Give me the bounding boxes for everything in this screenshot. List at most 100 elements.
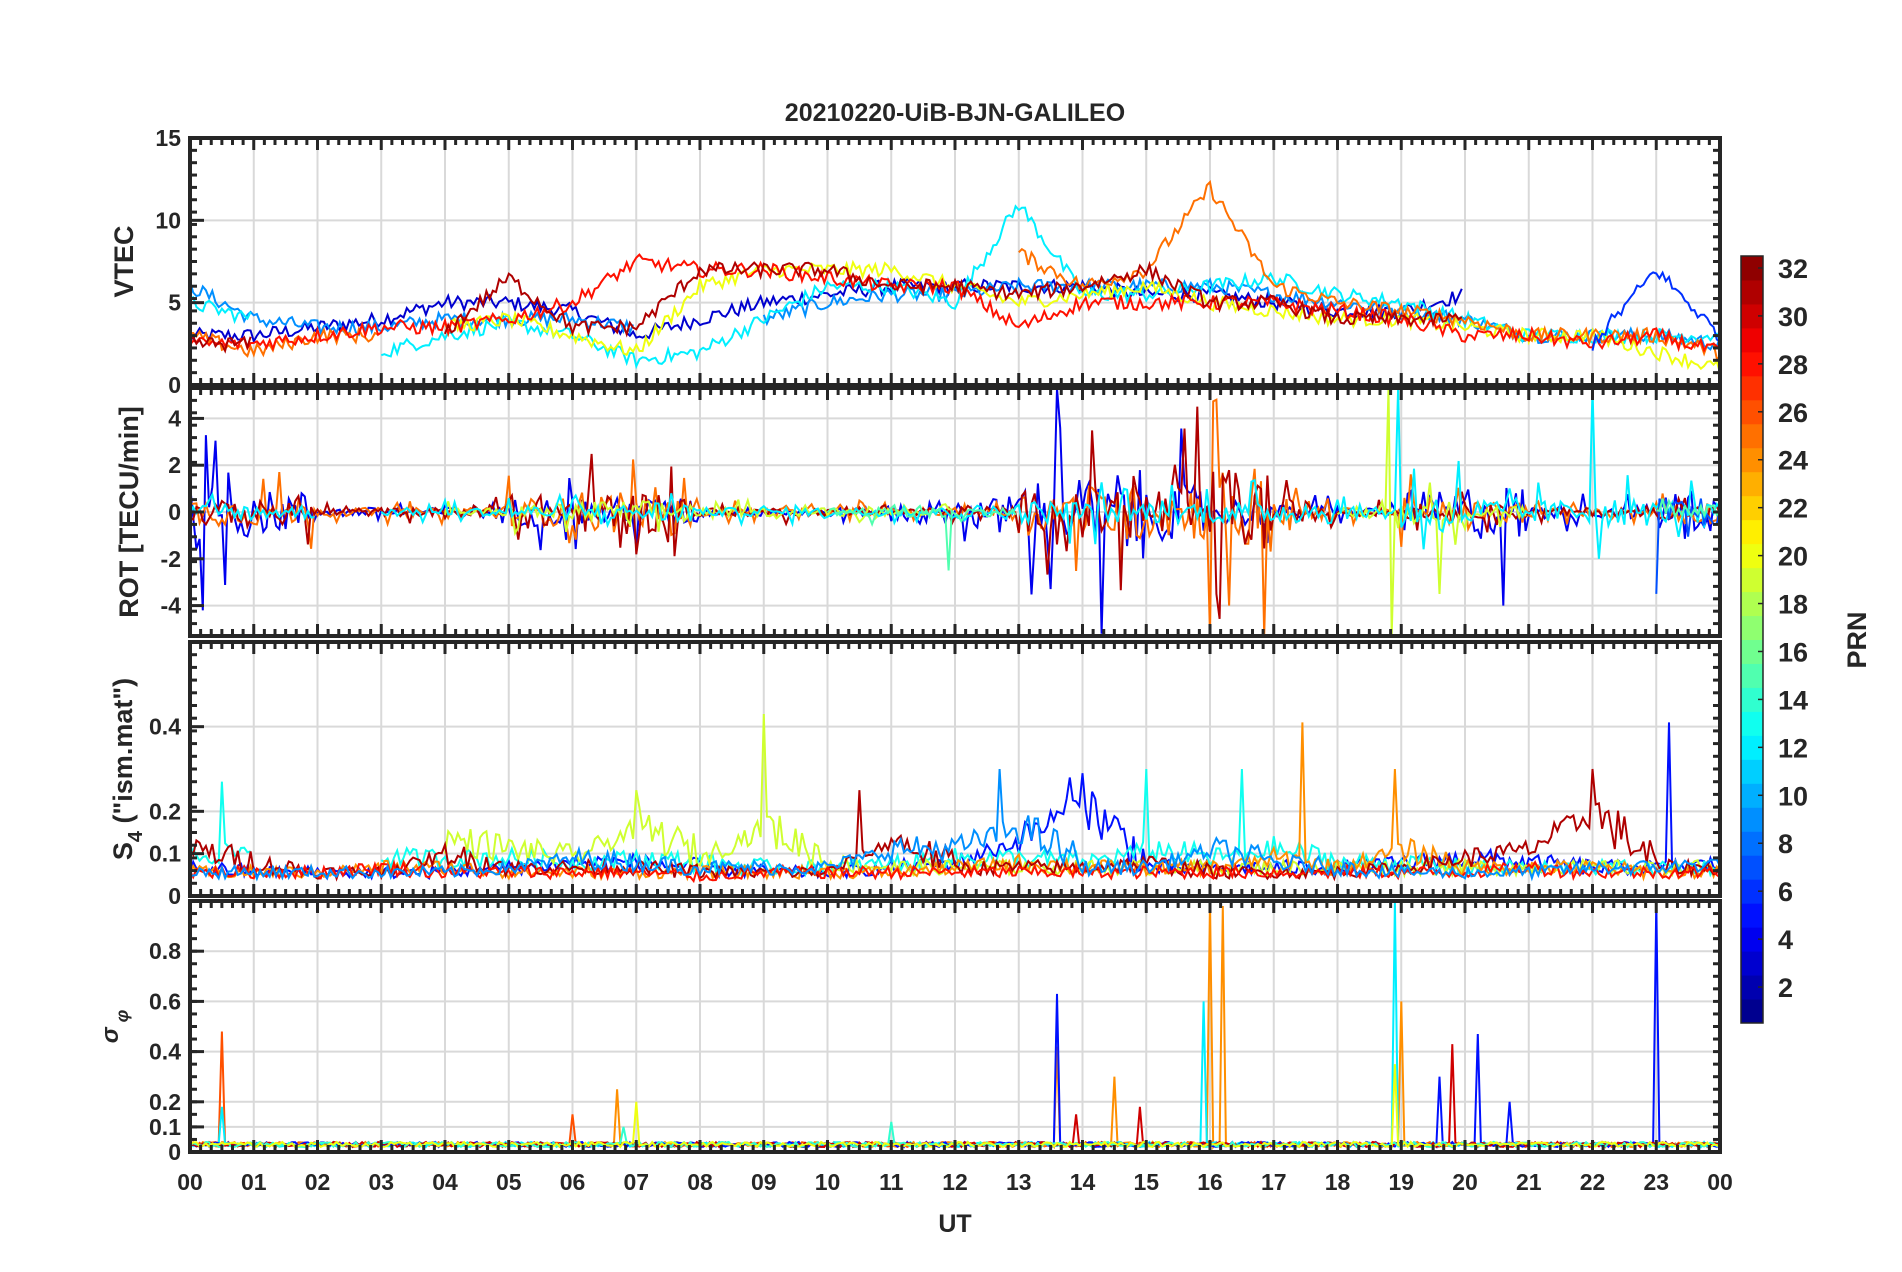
x-tick-label: 21 (1516, 1169, 1542, 1195)
colorbar-swatch (1741, 591, 1763, 617)
colorbar-swatch (1741, 807, 1763, 832)
colorbar-tick-label: 20 (1778, 542, 1808, 572)
colorbar-tick-label: 4 (1778, 925, 1793, 955)
colorbar-swatch (1741, 975, 1763, 1000)
colorbar-swatch (1741, 543, 1763, 569)
y-tick-label: 2 (168, 452, 181, 478)
y-tick-label: 10 (155, 207, 181, 233)
colorbar-swatch (1741, 663, 1763, 688)
series-prn-3 (190, 277, 1463, 345)
colorbar-swatch (1741, 927, 1763, 952)
x-tick-label: 16 (1197, 1169, 1223, 1195)
x-tick-label: 17 (1261, 1169, 1287, 1195)
x-tick-label: 02 (305, 1169, 331, 1195)
y-label-rest: ("ism.mat") (108, 678, 138, 831)
y-tick-label: 0.1 (149, 1114, 181, 1140)
y-label-sub: 4 (125, 830, 147, 842)
x-tick-label: 12 (942, 1169, 968, 1195)
colorbar-swatch (1741, 615, 1763, 640)
colorbar-swatch (1741, 423, 1763, 449)
colorbar-swatch (1741, 783, 1763, 808)
x-tick-label: 03 (368, 1169, 394, 1195)
colorbar-tick-label: 2 (1778, 973, 1793, 1003)
y-tick-label: 0.2 (149, 798, 181, 824)
colorbar-tick-label: 16 (1778, 637, 1808, 667)
colorbar-tick-label: 26 (1778, 398, 1808, 428)
x-tick-label: 00 (177, 1169, 203, 1195)
y-tick-label: 0.4 (149, 714, 181, 740)
y-tick-label: 0 (168, 1139, 181, 1165)
chart-title: 20210220-UiB-BJN-GALILEO (785, 99, 1125, 127)
y-tick-label: 4 (168, 405, 181, 431)
y-axis-label: ROT [TECU/min] (114, 406, 144, 617)
series-prn-28 (190, 858, 1720, 884)
series-prn-31 (190, 768, 1720, 882)
colorbar-tick-label: 22 (1778, 494, 1808, 524)
x-tick-label: 15 (1133, 1169, 1159, 1195)
colorbar-swatch (1741, 879, 1763, 904)
y-tick-label: 5 (168, 290, 181, 316)
colorbar-swatch (1741, 256, 1763, 281)
colorbar-tick-label: 10 (1778, 781, 1808, 811)
series-prn-15 (826, 498, 1720, 571)
y-label-main: σ (97, 1026, 124, 1043)
colorbar-swatch (1741, 639, 1763, 664)
colorbar-swatch (1741, 759, 1763, 784)
y-tick-label: 0 (168, 883, 181, 909)
y-label-main: S (108, 842, 138, 860)
series-prn-4 (190, 388, 1720, 634)
colorbar-swatch (1741, 855, 1763, 880)
colorbar-swatch (1741, 951, 1763, 976)
colorbar-swatch (1741, 567, 1763, 593)
colorbar-swatch (1741, 735, 1763, 760)
colorbar-swatch (1741, 471, 1763, 497)
colorbar-swatch (1741, 327, 1763, 353)
x-tick-label: 19 (1388, 1169, 1414, 1195)
colorbar-tick-label: 8 (1778, 829, 1793, 859)
y-tick-label: 0.6 (149, 988, 181, 1014)
colorbar-tick-label: 32 (1778, 254, 1808, 284)
y-tick-label: -4 (161, 593, 182, 619)
colorbar-frame (1740, 255, 1764, 1024)
x-tick-label: 00 (1707, 1169, 1733, 1195)
x-tick-label: 04 (432, 1169, 458, 1195)
series-prn-12 (190, 388, 1720, 559)
y-tick-label: 0.1 (149, 841, 181, 867)
x-tick-label: 11 (879, 1169, 904, 1195)
colorbar-tick-label: 12 (1778, 733, 1808, 763)
y-tick-label: -2 (161, 546, 181, 572)
colorbar-swatch (1741, 375, 1763, 401)
x-tick-label: 22 (1580, 1169, 1606, 1195)
series-prn-31 (190, 260, 1463, 354)
colorbar-tick-label: 30 (1778, 302, 1808, 332)
panel-rot: -4 -2 0 2 4 ROT [TECU/min] (114, 386, 1722, 638)
x-tick-label: 09 (751, 1169, 777, 1195)
series-prn-31 (190, 406, 1720, 620)
x-tick-label: 10 (815, 1169, 841, 1195)
y-tick-label: 0 (168, 499, 181, 525)
series-prn-13 (190, 768, 1720, 878)
series-group (190, 713, 1720, 884)
colorbar-swatch (1741, 711, 1763, 736)
x-tick-label: 13 (1006, 1169, 1032, 1195)
colorbar-tick-label: 6 (1778, 877, 1793, 907)
x-tick-label: 14 (1070, 1169, 1096, 1195)
colorbar-tick-label: 14 (1778, 685, 1808, 715)
x-tick-label: 07 (623, 1169, 649, 1195)
series-group (190, 388, 1720, 636)
y-axis-label: S4 ("ism.mat") (108, 678, 147, 860)
x-tick-label: 20 (1452, 1169, 1478, 1195)
panel-vtec: 0 5 10 15 VTEC (109, 125, 1722, 398)
colorbar-swatch (1741, 519, 1763, 545)
colorbar-label: PRN (1842, 611, 1872, 668)
y-axis-label: VTEC (109, 225, 139, 297)
y-tick-label: 15 (155, 125, 181, 151)
colorbar-swatch (1741, 351, 1763, 377)
x-tick-label: 05 (496, 1169, 522, 1195)
colorbar-swatch (1741, 399, 1763, 425)
y-tick-label: 0.4 (149, 1039, 181, 1065)
series-prn-20 (444, 259, 1720, 374)
y-tick-label: 0.8 (149, 938, 181, 964)
x-tick-label: 18 (1325, 1169, 1351, 1195)
y-tick-label: 0.2 (149, 1089, 181, 1115)
